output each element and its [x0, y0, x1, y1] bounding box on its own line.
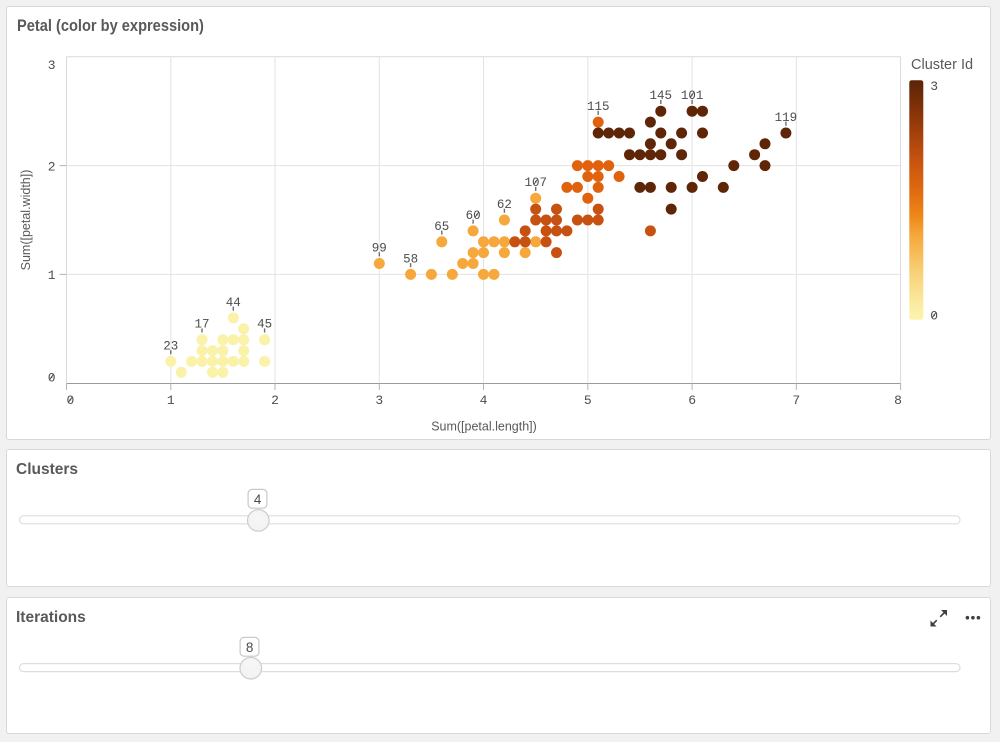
svg-text:99: 99	[372, 242, 387, 256]
svg-text:2: 2	[271, 393, 279, 408]
svg-text:4: 4	[480, 393, 488, 408]
svg-text:1: 1	[48, 268, 56, 283]
svg-text:115: 115	[587, 100, 610, 114]
svg-text:145: 145	[650, 89, 673, 103]
svg-text:4: 4	[254, 492, 262, 507]
svg-text:Cluster Id: Cluster Id	[911, 57, 973, 73]
svg-text:45: 45	[257, 318, 272, 332]
svg-text:3: 3	[375, 393, 383, 408]
svg-text:Sum([petal.length]): Sum([petal.length])	[431, 419, 537, 433]
svg-text:7: 7	[792, 393, 800, 408]
svg-text:0: 0	[48, 370, 56, 385]
svg-text:0: 0	[930, 308, 938, 323]
svg-text:Sum([petal.width]): Sum([petal.width])	[19, 170, 33, 271]
svg-text:2: 2	[48, 159, 56, 174]
svg-text:8: 8	[246, 640, 254, 655]
svg-text:1: 1	[167, 393, 175, 408]
svg-text:101: 101	[681, 89, 704, 103]
svg-text:60: 60	[466, 209, 481, 223]
svg-text:119: 119	[775, 111, 798, 125]
svg-text:65: 65	[434, 220, 449, 234]
svg-text:107: 107	[524, 176, 547, 190]
svg-text:17: 17	[194, 318, 209, 332]
svg-text:5: 5	[584, 393, 592, 408]
svg-text:44: 44	[226, 296, 241, 310]
svg-text:58: 58	[403, 252, 418, 266]
svg-text:0: 0	[66, 393, 74, 408]
svg-text:3: 3	[48, 58, 56, 73]
svg-text:6: 6	[688, 393, 696, 408]
svg-text:62: 62	[497, 198, 512, 212]
svg-text:8: 8	[894, 393, 902, 408]
svg-text:3: 3	[930, 79, 938, 94]
svg-text:23: 23	[163, 339, 178, 353]
